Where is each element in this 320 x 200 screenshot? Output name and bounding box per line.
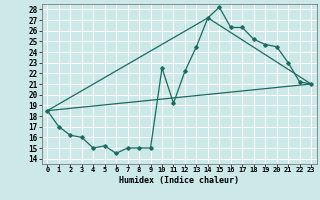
X-axis label: Humidex (Indice chaleur): Humidex (Indice chaleur) (119, 176, 239, 185)
